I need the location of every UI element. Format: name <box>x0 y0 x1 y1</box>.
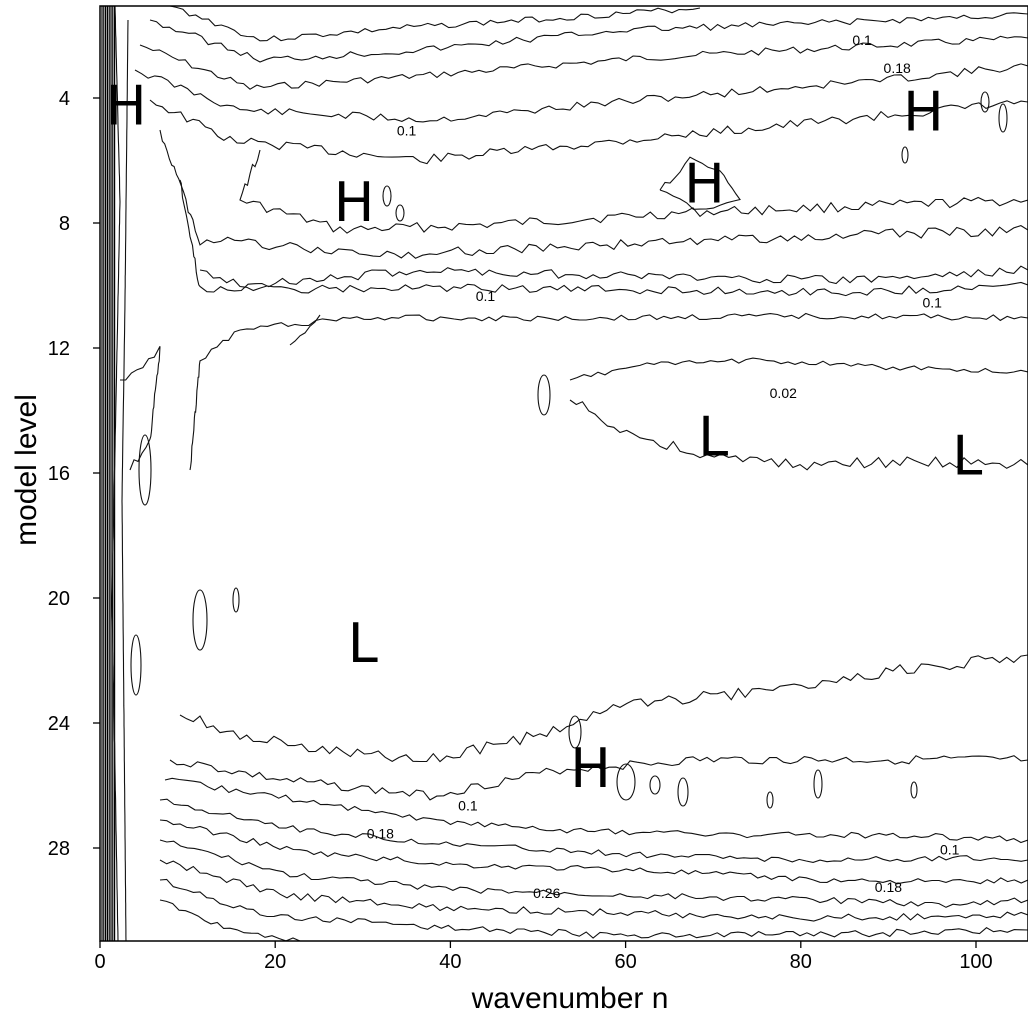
y-tick-label: 12 <box>48 338 70 360</box>
contour-line <box>239 149 1028 234</box>
x-tick-label: 100 <box>959 951 992 973</box>
x-tick-label: 20 <box>264 951 286 973</box>
contour-label: 0.02 <box>770 385 797 401</box>
y-tick-label: 4 <box>59 88 70 110</box>
low-marker: L <box>698 406 728 469</box>
contour-line <box>239 312 1028 331</box>
contour-line <box>159 129 1028 259</box>
contour-line <box>149 12 1028 63</box>
contour-cell <box>910 781 918 799</box>
contour-label: 0.1 <box>397 123 417 139</box>
x-tick-label: 40 <box>439 951 461 973</box>
y-tick-label: 20 <box>48 588 70 610</box>
contour-cell <box>232 587 240 613</box>
high-marker: H <box>903 81 944 144</box>
contour-line <box>111 5 121 942</box>
high-marker: H <box>106 74 147 137</box>
contour-cell <box>649 775 661 795</box>
contour-cell <box>138 434 152 506</box>
contour-lines <box>101 5 1028 942</box>
contour-line <box>159 878 1028 939</box>
x-tick-label: 60 <box>614 951 636 973</box>
contour-cell <box>677 777 689 807</box>
contour-line <box>159 859 1028 922</box>
contour-label: 0.18 <box>875 879 902 895</box>
contour-label: 0.1 <box>940 841 960 857</box>
contour-line <box>134 63 1028 123</box>
contour-cell <box>395 204 405 222</box>
contour-line <box>659 156 741 210</box>
contour-line <box>169 5 701 42</box>
contour-cell <box>813 769 823 799</box>
y-tick-label: 24 <box>48 713 70 735</box>
x-axis-title: wavenumber n <box>471 982 669 1015</box>
extrema-markers: H H H H L L L H <box>106 74 982 800</box>
high-marker: H <box>570 737 611 800</box>
contour-line <box>149 99 1028 165</box>
contour-cell <box>998 103 1008 133</box>
contour-line <box>189 329 241 471</box>
x-axis: 0 20 40 60 80 100 <box>94 941 993 973</box>
contour-label: 0.1 <box>852 32 872 48</box>
contour-line <box>139 35 1028 90</box>
contour-line <box>159 819 1028 885</box>
high-marker: H <box>684 152 725 215</box>
contour-label: 0.26 <box>533 885 560 901</box>
contour-label: 0.1 <box>476 288 496 304</box>
contour-line <box>120 346 161 471</box>
contour-cell <box>130 634 142 696</box>
y-axis: 4 8 12 16 20 24 28 <box>48 88 100 860</box>
low-marker: L <box>952 424 982 487</box>
y-tick-label: 8 <box>59 213 70 235</box>
contour-line <box>121 19 129 942</box>
contour-label: 0.1 <box>922 294 942 310</box>
contour-cell <box>537 374 551 416</box>
contour-line <box>159 798 1028 863</box>
y-tick-label: 16 <box>48 463 70 485</box>
contour-label: 0.18 <box>884 60 911 76</box>
low-marker: L <box>348 612 378 675</box>
contour-line <box>199 269 1028 297</box>
y-axis-title: model level <box>10 394 43 546</box>
contour-label: 0.1 <box>458 798 478 814</box>
contour-cell <box>766 791 774 809</box>
x-tick-label: 0 <box>94 951 105 973</box>
contour-line <box>159 839 1028 908</box>
contour-labels: 0.1 0.18 0.1 0.1 0.1 0.02 0.1 0.18 0.1 0.26 0.18 <box>367 32 960 901</box>
contour-line <box>569 357 1028 381</box>
contour-line <box>289 314 321 346</box>
contour-line <box>169 755 1028 801</box>
contour-line <box>164 777 1028 844</box>
contour-cell <box>192 589 208 651</box>
x-tick-label: 80 <box>790 951 812 973</box>
high-marker: H <box>334 171 375 234</box>
contour-line <box>159 899 301 942</box>
contour-line <box>569 399 1028 471</box>
contour-line <box>179 654 1028 763</box>
contour-cell <box>382 185 392 207</box>
contour-cell <box>568 715 582 749</box>
y-tick-label: 28 <box>48 838 70 860</box>
contour-cell <box>980 91 990 113</box>
contour-cell <box>901 146 909 164</box>
contour-label: 0.18 <box>367 826 394 842</box>
contour-cell <box>616 763 636 801</box>
